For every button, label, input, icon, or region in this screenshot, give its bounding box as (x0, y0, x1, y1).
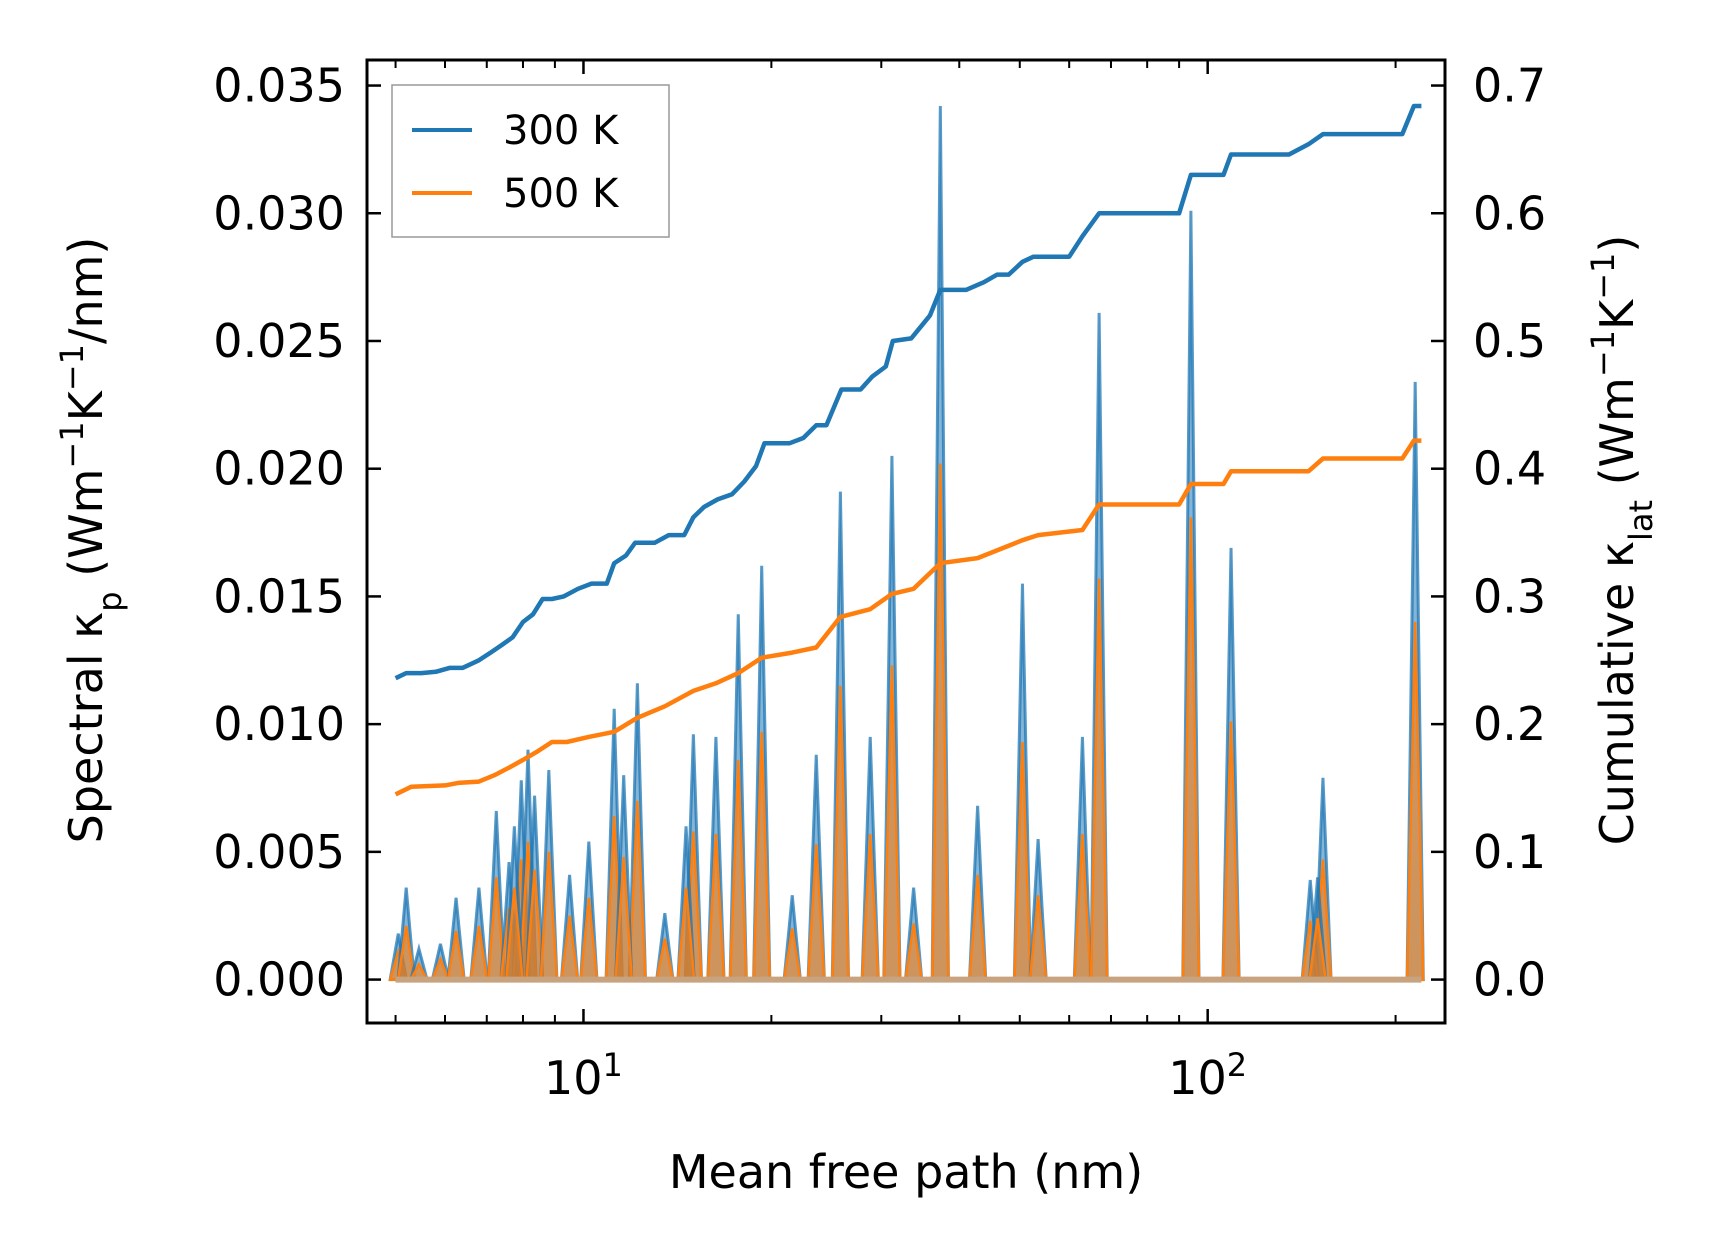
y-right-tick-label: 0.1 (1473, 825, 1546, 879)
ylabel-left-suffix: /nm) (59, 237, 113, 344)
ylabel-right-prefix: (Wm (1590, 377, 1644, 500)
ylabel-left-mid: K (59, 389, 113, 421)
x-tick-label-base: 10 (544, 1051, 603, 1105)
plot-frame (365, 58, 1447, 1025)
legend-box (391, 84, 670, 238)
y-right-tick-label: 0.7 (1473, 59, 1546, 113)
ylabel-right-sup1: −1 (1584, 330, 1622, 377)
ylabel-left-prefix: (Wm (59, 469, 113, 592)
ylabel-right-sup2: −1 (1584, 253, 1622, 300)
x-tick-label: 102 (1168, 1046, 1247, 1105)
y-left-tick-label: 0.020 (213, 442, 345, 496)
svg-text:Cumulative κlat (Wm−1K−1): Cumulative κlat (Wm−1K−1) (1584, 235, 1660, 846)
spectral-fill-layer (388, 105, 1425, 983)
y-left-tick-label: 0.000 (213, 953, 345, 1007)
ylabel-left-sup1: −1 (53, 421, 91, 468)
cumulative-line-300k (394, 103, 1422, 681)
y-left-tick-label: 0.015 (213, 569, 345, 623)
y-right-tick-label: 0.3 (1473, 569, 1546, 623)
ylabel-right-main: Cumulative κ (1590, 541, 1644, 845)
y-axis-label-left: Spectral κp (Wm−1K−1/nm) (53, 237, 129, 844)
ylabel-left-sup2: −1 (53, 344, 91, 391)
x-axis-label: Mean free path (nm) (669, 1145, 1143, 1199)
axis-ticks (367, 60, 1445, 1023)
ylabel-left-sub: p (91, 591, 129, 611)
y-left-tick-label: 0.005 (213, 825, 345, 879)
y-left-tick-label: 0.025 (213, 314, 345, 368)
y-axis-label-right: Cumulative κlat (Wm−1K−1) (1584, 235, 1660, 846)
cumulative-line-500k (394, 438, 1422, 797)
legend-label-500k: 500 K (503, 171, 620, 217)
ylabel-right-mid: K (1590, 298, 1644, 330)
ylabel-right-sub: lat (1622, 500, 1660, 541)
y-right-tick-label: 0.6 (1473, 186, 1546, 240)
y-right-tick-label: 0.4 (1473, 442, 1546, 496)
y-left-tick-label: 0.030 (213, 186, 345, 240)
x-tick-label-exp: 1 (603, 1046, 623, 1084)
y-left-tick-label: 0.035 (213, 59, 345, 113)
y-right-tick-label: 0.0 (1473, 953, 1546, 1007)
legend-label-300k: 300 K (503, 108, 620, 154)
legend: 300 K 500 K (391, 84, 670, 238)
ylabel-left-main: Spectral κ (59, 612, 113, 844)
y-right-tick-label: 0.5 (1473, 314, 1546, 368)
ylabel-right-suffix: ) (1590, 235, 1644, 253)
y-right-tick-label: 0.2 (1473, 697, 1546, 751)
y-left-tick-label: 0.010 (213, 697, 345, 751)
x-tick-label: 101 (544, 1046, 623, 1105)
x-tick-label-exp: 2 (1227, 1046, 1247, 1084)
svg-text:Spectral κp (Wm−1K−1/nm): Spectral κp (Wm−1K−1/nm) (53, 237, 129, 844)
series-layer (394, 103, 1422, 797)
x-tick-label-base: 10 (1168, 1051, 1227, 1105)
tick-labels: 101 1020.0000.0050.0100.0150.0200.0250.03… (213, 59, 1546, 1105)
